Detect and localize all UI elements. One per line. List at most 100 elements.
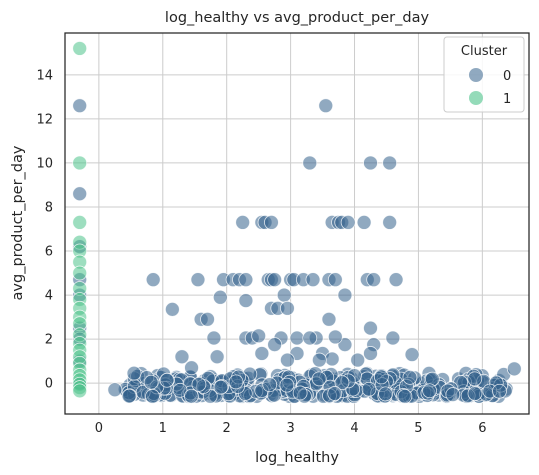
legend: Cluster 0 1 [443,36,525,113]
data-point-cluster-0 [302,330,318,346]
data-point-cluster-0 [279,377,295,393]
data-point-cluster-0 [238,293,254,308]
x-tick-label: 4 [350,421,358,436]
data-point-cluster-0 [366,272,382,288]
data-point-cluster-0 [206,330,222,346]
data-point-cluster-0 [72,186,88,202]
data-point-cluster-0 [126,365,142,381]
data-point-cluster-0 [321,311,337,327]
y-tick-label: 12 [36,112,53,127]
data-point-cluster-0 [318,98,334,114]
chart-title: log_healthy vs avg_product_per_day [165,10,430,26]
y-tick-label: 0 [45,377,53,392]
data-point-cluster-0 [445,387,461,402]
data-point-cluster-0 [264,214,279,230]
data-point-cluster-0 [145,272,161,288]
data-point-cluster-0 [311,371,327,387]
data-point-cluster-1 [72,383,88,399]
data-points [72,41,522,404]
x-axis-ticks: 0 1 2 3 4 5 6 [95,421,487,436]
data-point-cluster-0 [402,369,418,385]
plot-frame [64,32,530,415]
data-point-cluster-0 [121,388,137,404]
data-point-cluster-0 [327,329,343,345]
data-point-cluster-0 [334,375,350,391]
x-tick-label: 0 [95,421,103,436]
y-tick-label: 14 [36,68,53,83]
data-point-cluster-0 [107,382,123,398]
legend-box [443,36,525,113]
data-point-cluster-0 [200,311,215,327]
data-point-cluster-0 [337,287,353,303]
legend-label-0: 0 [503,69,511,84]
y-tick-label: 6 [45,245,53,260]
data-point-cluster-0 [254,346,270,361]
data-point-cluster-0 [385,330,401,346]
data-point-cluster-0 [361,381,377,397]
y-tick-label: 10 [36,156,53,171]
legend-marker-0 [469,68,483,82]
data-point-cluster-0 [184,360,199,376]
y-tick-label: 8 [45,200,53,215]
data-point-cluster-0 [190,272,206,288]
data-point-cluster-0 [382,214,398,230]
data-point-cluster-0 [340,214,356,230]
data-point-cluster-0 [356,214,372,230]
data-point-cluster-1 [72,41,88,56]
data-point-cluster-0 [302,155,318,171]
data-point-cluster-0 [422,383,437,399]
data-point-cluster-0 [305,272,321,288]
data-point-cluster-0 [72,98,88,114]
data-point-cluster-0 [183,388,199,404]
data-point-cluster-0 [467,371,483,387]
data-point-cluster-0 [235,214,251,230]
data-point-cluster-0 [174,349,190,365]
data-point-cluster-0 [164,301,180,317]
data-point-cluster-0 [228,374,244,390]
data-point-cluster-0 [280,352,295,368]
data-point-cluster-0 [289,330,305,346]
x-axis-label: log_healthy [255,450,339,466]
data-point-cluster-0 [492,383,507,399]
data-point-cluster-1 [72,155,88,171]
data-point-cluster-0 [324,351,340,367]
data-point-cluster-0 [212,289,228,305]
data-point-cluster-0 [276,287,292,303]
data-point-cluster-0 [382,155,398,171]
y-tick-label: 4 [45,289,53,304]
data-point-cluster-0 [397,388,413,404]
data-point-cluster-0 [373,369,389,385]
legend-marker-1 [469,91,483,105]
x-tick-label: 2 [223,421,231,436]
y-tick-label: 2 [45,333,53,348]
data-point-cluster-0 [327,386,343,401]
data-point-cluster-0 [404,347,420,362]
data-point-cluster-0 [292,385,308,401]
data-point-cluster-0 [145,388,160,404]
data-point-cluster-0 [506,361,522,377]
data-point-cluster-0 [191,376,207,392]
legend-title: Cluster [461,44,508,59]
data-point-cluster-1 [72,214,88,230]
data-point-cluster-0 [280,300,295,316]
legend-label-1: 1 [503,92,511,107]
data-point-cluster-0 [209,349,225,365]
data-point-cluster-0 [363,320,378,336]
data-point-cluster-0 [267,272,283,288]
data-point-cluster-0 [262,377,278,393]
data-point-cluster-0 [350,352,366,368]
y-axis-ticks: 0 2 4 6 8 10 12 14 [36,68,53,391]
data-point-cluster-0 [327,272,343,288]
data-point-cluster-0 [311,352,327,368]
x-tick-label: 5 [414,421,422,436]
data-point-cluster-0 [363,346,378,361]
data-point-cluster-0 [467,386,483,401]
data-point-cluster-0 [213,379,229,395]
data-point-cluster-0 [378,386,393,402]
data-point-cluster-0 [388,272,404,288]
x-tick-label: 3 [286,421,294,436]
x-tick-label: 1 [159,421,167,436]
data-point-cluster-0 [143,374,159,390]
data-point-cluster-1 [72,265,88,281]
